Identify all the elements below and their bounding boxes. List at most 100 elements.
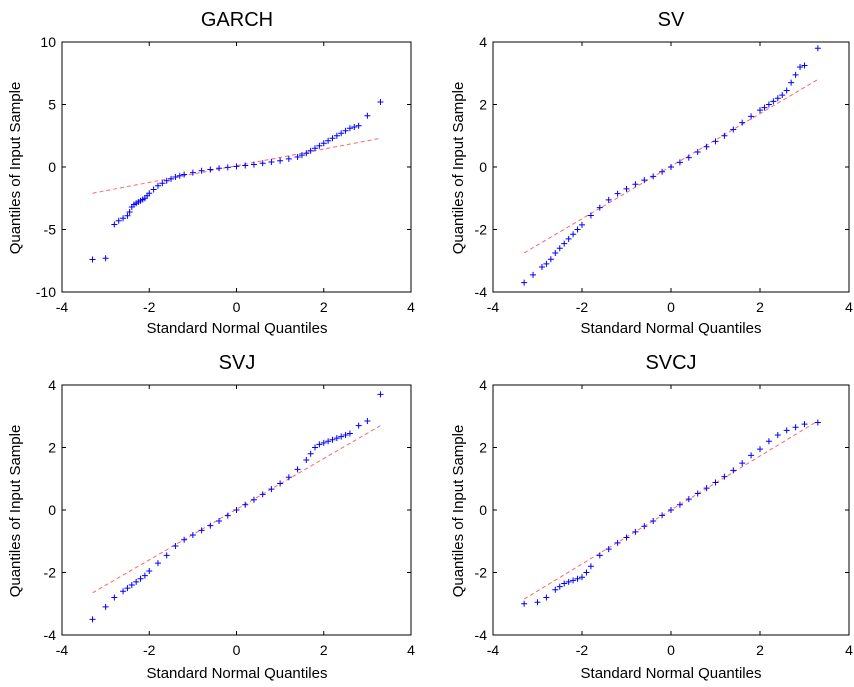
svj-data-point [224, 512, 231, 519]
svj-data-point [285, 474, 292, 481]
sv-data-point [779, 92, 786, 99]
sv-data-point [659, 168, 666, 175]
svcj-data-point [721, 473, 728, 480]
svcj-data-point [587, 563, 594, 570]
svj-data-point [316, 441, 323, 448]
sv-data-point [765, 101, 772, 108]
svcj-x-tick-label: 0 [667, 642, 675, 658]
garch-data-point [126, 209, 133, 215]
svj-data-point [154, 560, 161, 567]
svj-y-tick-label: -4 [44, 627, 57, 643]
sv-data-point [788, 79, 795, 86]
svj-data-point [102, 603, 109, 610]
svj-data-point [320, 439, 327, 446]
sv-data-point [570, 231, 577, 238]
sv-data-point [761, 104, 768, 111]
sv-data-point [774, 95, 781, 102]
svj-data-point [233, 507, 240, 513]
garch-data-point [307, 147, 314, 154]
svj-data-point [294, 466, 301, 473]
svcj-data-point [556, 583, 563, 590]
sv-data-point [596, 204, 603, 211]
svj-data-point [89, 616, 96, 623]
sv-data-point [712, 138, 719, 145]
svj-data-point [198, 527, 205, 534]
sv-data-point [748, 113, 755, 120]
svcj-data-point [757, 446, 763, 453]
svcj-x-tick-label: -4 [487, 642, 500, 658]
garch-data-point [277, 157, 284, 164]
svcj-data-point [521, 600, 528, 607]
svj-data-point [329, 436, 336, 443]
garch-data-point [250, 161, 257, 168]
sv-y-tick-label: -4 [475, 284, 488, 300]
svj-chart-title: SVJ [219, 352, 256, 374]
sv-chart-title: SV [658, 9, 685, 31]
sv-data-point [783, 87, 790, 94]
garch-data-point [242, 162, 249, 169]
svj-y-tick-label: 0 [48, 502, 56, 518]
garch-data-point [163, 177, 170, 184]
svcj-x-tick-label: 4 [845, 642, 853, 658]
sv-y-tick-label: 2 [479, 97, 487, 113]
svcj-data-point [650, 517, 657, 524]
svj-data-point [133, 578, 140, 585]
svj-data-point [342, 432, 349, 438]
svcj-data-point [783, 427, 790, 434]
svcj-data-point [570, 577, 577, 584]
garch-data-point [115, 217, 122, 224]
svj-data-point [277, 480, 284, 487]
garch-data-point [333, 132, 340, 139]
sv-data-point [814, 45, 821, 52]
sv-data-point [623, 185, 630, 192]
svj-y-tick-label: 2 [48, 440, 56, 456]
garch-data-point [216, 165, 223, 172]
svcj-data-point [534, 599, 541, 606]
svcj-data-point [792, 424, 799, 431]
garch-data-point [377, 99, 384, 105]
sv-data-point [561, 240, 568, 247]
svj-y-tick-label: 4 [48, 377, 56, 393]
svj-x-tick-label: -2 [143, 642, 156, 658]
svj-data-point [124, 585, 131, 592]
sv-data-point [730, 126, 737, 133]
garch-data-point [268, 159, 275, 165]
garch-data-point [233, 163, 240, 170]
sv-data-point [565, 235, 572, 242]
garch-data-point [338, 130, 345, 137]
svj-data-point [172, 542, 179, 549]
svj-data-point [207, 522, 214, 529]
svcj-data-point [605, 546, 612, 553]
sv-data-point [641, 177, 648, 184]
svj-qq-panel: SVJ Standard Normal Quantiles Quantiles … [7, 352, 415, 682]
garch-data-point [329, 135, 336, 142]
garch-data-point [172, 174, 179, 180]
svcj-data-point [774, 432, 781, 438]
sv-data-point [757, 107, 763, 114]
sv-y-tick-label: 0 [479, 159, 487, 175]
garch-data-point [120, 215, 127, 222]
sv-y-tick-label: 4 [479, 34, 487, 50]
sv-data-point [797, 64, 804, 70]
svcj-y-tick-label: 2 [479, 440, 487, 456]
garch-data-point [89, 256, 96, 263]
sv-data-point [668, 164, 674, 170]
sv-data-point [538, 264, 545, 270]
garch-data-point [189, 169, 196, 176]
svcj-data-point [730, 467, 737, 474]
sv-data-point [801, 62, 808, 69]
svj-x-tick-label: -4 [56, 642, 69, 658]
svcj-data-point [676, 501, 683, 508]
svj-data-point [128, 582, 135, 588]
garch-x-tick-label: 0 [233, 299, 241, 315]
garch-x-axis-label: Standard Normal Quantiles [147, 320, 328, 337]
garch-data-point [146, 190, 153, 197]
garch-data-point [181, 171, 188, 178]
svcj-data-point [623, 534, 630, 541]
sv-data-point [587, 212, 594, 219]
svj-data-point [303, 457, 310, 463]
svj-x-tick-label: 2 [320, 642, 328, 658]
sv-y-tick-label: -2 [475, 222, 488, 238]
garch-y-tick-label: 10 [40, 34, 56, 50]
garch-data-point [312, 145, 319, 152]
